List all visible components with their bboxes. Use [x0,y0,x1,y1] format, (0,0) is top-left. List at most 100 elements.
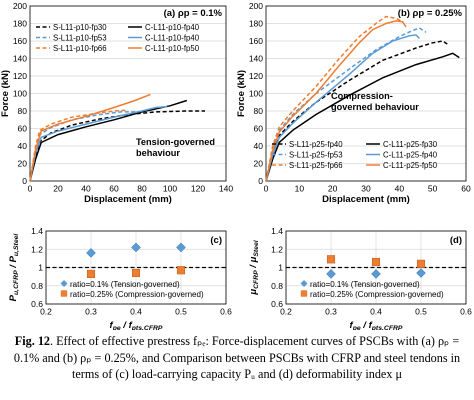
x-tick-label: 0.3 [325,307,337,317]
x-tick-label: 0.6 [220,307,232,317]
x-axis-label: fpe / fpts,CFRP [110,320,163,330]
annotation-text: Compression- [331,91,393,101]
axis-label-part: pe [352,325,361,330]
y-tick-label: 80 [18,106,28,116]
y-tick-label: 1.4 [31,226,43,236]
y-tick-label: 0 [22,176,27,186]
x-tick-label: 40 [395,184,405,194]
y-tick-label: 140 [249,54,263,64]
x-tick-label: 20 [53,184,63,194]
axis-label-part: f [129,320,133,330]
y-tick-label: 0.8 [31,281,43,291]
series-line [265,15,404,182]
x-tick-label: 20 [328,184,338,194]
axis-label-part: Steel [253,239,260,256]
panel-label: (d) [450,235,462,246]
y-tick-label: 160 [13,36,27,46]
x-tick-label: 120 [191,184,205,194]
x-axis-label: Displacement (mm) [322,194,410,205]
y-tick-label: 60 [254,124,264,134]
y-axis-label: μCFRP / μSteel [248,239,260,295]
legend-label: S-L11-p25-fp66 [289,161,343,170]
y-tick-label: 120 [13,71,27,81]
series-line [265,20,407,182]
x-tick-label: 0.5 [415,307,427,317]
x-tick-label: 100 [163,184,177,194]
chart-panel-b: 0 20 40 60 80 100 120 140 160 180 200 0 10 20 30 40 50 60… [236,1,471,205]
panel-label: (b) ρp = 0.25% [398,8,463,19]
x-tick-label: 50 [428,184,438,194]
y-tick-label: 1.4 [271,226,283,236]
data-point-square [131,268,141,278]
x-tick-label: 60 [461,184,471,194]
caption-text: . Effect of effective prestress fₚₑ: For… [13,334,461,381]
x-tick-label: 0.4 [130,307,142,317]
series-line [265,27,427,182]
x-tick-label: 0.4 [370,307,382,317]
axis-label-part: P [8,255,19,262]
legend-marker [300,290,308,297]
axis-label-part: / [361,320,369,330]
legend-label: S-L11-p10-fp30 [53,23,107,32]
legend-label: C-L11-p25-fp50 [383,161,438,170]
x-tick-label: 0.2 [280,307,292,317]
series-line [265,52,460,182]
y-tick-label: 180 [13,19,27,29]
legend-label: C-L11-p10-fp40 [145,23,200,32]
y-tick-label: 160 [249,36,263,46]
plot-frame [265,5,467,182]
annotation-text: behaviour [136,148,180,158]
x-tick-label: 60 [109,184,119,194]
y-tick-label: 20 [18,159,28,169]
data-point-square [371,257,381,267]
x-tick-label: 30 [361,184,371,194]
y-tick-label: 1.2 [31,244,43,254]
x-tick-label: 10 [295,184,305,194]
y-tick-label: 0 [258,176,263,186]
chart-panel-c: 0.6 0.8 1 1.2 1.4 0.2 0.3 0.4 0.5 0.6 ratio=0.1% (… [8,226,232,330]
data-point-diamond [176,242,186,253]
data-point-square [176,266,186,275]
y-tick-label: 1 [278,263,283,273]
y-tick-label: 180 [249,19,263,29]
legend-marker [60,290,68,297]
y-axis-label: Force (kN) [236,70,247,117]
panel-label: (c) [210,235,222,246]
data-point-diamond [326,269,336,279]
chart-panel-a: 0 20 40 60 80 100 120 140 160 180 200 0 20 40 60 80 100 1… [0,1,233,205]
axis-label-part: pts,CFRP [131,325,163,330]
y-tick-label: 100 [13,89,27,99]
data-point-diamond [371,269,381,279]
data-point-diamond [86,248,96,258]
legend-label: C-L11-p10-fp50 [145,44,200,53]
axis-label-part: μ [248,256,259,263]
y-tick-label: 0.6 [31,299,43,309]
legend-marker [60,280,68,287]
axis-label-part: f [110,320,114,330]
data-point-diamond [131,242,141,253]
chart-panel-d: 0.6 0.8 1 1.2 1.4 0.2 0.3 0.4 0.5 0.6 ratio=0.1% (… [248,226,472,330]
panel-label: (a) ρp = 0.1% [164,8,223,19]
legend-label: ratio=0.25% (Compression-governed) [310,290,444,299]
legend-label: C-L11-p25-fp30 [383,140,438,149]
y-tick-label: 200 [13,1,27,11]
axis-label-part: P [8,294,19,301]
axis-label-part: pts,CFRP [371,325,403,330]
x-tick-label: 140 [219,184,233,194]
x-tick-label: 0 [28,184,33,194]
annotation-text: governed behaviour [331,102,419,112]
y-tick-label: 140 [13,54,27,64]
y-axis-label: Pu,CFRP / Pu,Steel [8,233,20,302]
data-point-square [326,255,336,264]
series-line [29,93,151,182]
x-tick-label: 0.5 [175,307,187,317]
x-axis-label: Displacement (mm) [84,194,172,205]
legend-marker [300,280,308,287]
y-tick-label: 1 [38,263,43,273]
axis-label-part: μ [248,289,259,296]
series-line [265,34,420,182]
axis-label-part: pe [112,325,121,330]
legend-label: C-L11-p25-fp40 [383,151,438,160]
data-point-square [86,269,96,278]
axis-label-part: / [248,262,259,270]
